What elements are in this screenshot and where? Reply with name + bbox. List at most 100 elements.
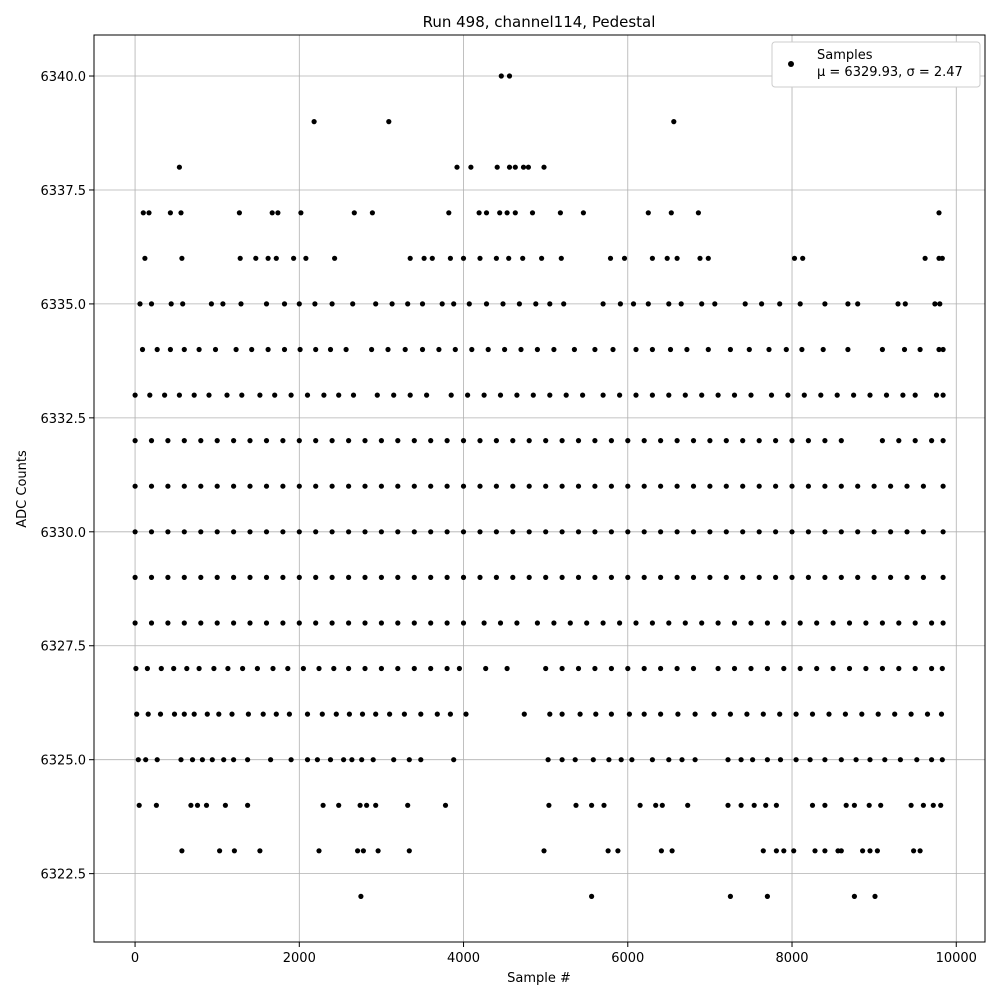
- data-point: [892, 711, 898, 717]
- data-point: [674, 438, 680, 444]
- data-point: [559, 483, 565, 489]
- data-point: [204, 711, 210, 717]
- data-point: [329, 574, 335, 581]
- data-point: [626, 711, 633, 717]
- data-point: [196, 346, 202, 353]
- data-point: [707, 574, 713, 581]
- data-point: [144, 665, 150, 672]
- data-point: [374, 392, 380, 398]
- data-point: [939, 255, 945, 261]
- data-point: [715, 620, 721, 626]
- data-point: [378, 574, 384, 581]
- data-point: [148, 574, 155, 581]
- data-point: [600, 620, 606, 626]
- data-point: [512, 210, 518, 216]
- data-point: [448, 392, 454, 398]
- data-point: [727, 346, 734, 353]
- data-point: [902, 301, 908, 307]
- data-point: [830, 665, 836, 672]
- data-point: [879, 665, 886, 672]
- data-point: [428, 438, 434, 444]
- data-point: [333, 711, 339, 717]
- data-point: [773, 438, 779, 444]
- data-point: [641, 483, 647, 489]
- data-point: [188, 802, 194, 808]
- data-point: [373, 802, 379, 808]
- data-point: [288, 392, 294, 398]
- data-point: [625, 483, 631, 489]
- data-point: [483, 210, 490, 216]
- data-point: [444, 620, 450, 626]
- data-point: [463, 711, 469, 717]
- data-point: [797, 665, 803, 672]
- data-point: [649, 346, 656, 353]
- data-point: [521, 711, 527, 717]
- data-point: [793, 711, 799, 717]
- data-point: [512, 164, 518, 170]
- data-point: [617, 620, 623, 626]
- data-point: [263, 483, 270, 489]
- data-point: [908, 802, 914, 808]
- data-point: [346, 665, 352, 672]
- data-point: [766, 346, 772, 353]
- data-point: [822, 574, 828, 581]
- data-point: [280, 620, 286, 626]
- data-point: [447, 711, 453, 717]
- data-point: [843, 802, 849, 808]
- data-point: [238, 301, 244, 307]
- data-point: [336, 392, 342, 398]
- data-point: [879, 438, 886, 444]
- data-point: [214, 483, 220, 489]
- data-point: [336, 802, 342, 808]
- data-point: [940, 483, 946, 489]
- data-point: [912, 620, 918, 626]
- data-point: [845, 301, 851, 307]
- data-point: [139, 346, 146, 353]
- data-point: [557, 210, 564, 216]
- data-point: [520, 255, 526, 261]
- data-point: [358, 893, 364, 900]
- data-point: [343, 346, 349, 353]
- data-point: [789, 529, 795, 535]
- data-point: [214, 529, 220, 535]
- data-point: [589, 893, 595, 900]
- data-point: [809, 802, 816, 808]
- data-point: [822, 802, 828, 808]
- data-point: [855, 574, 861, 581]
- data-point: [378, 529, 384, 535]
- data-point: [332, 255, 338, 261]
- data-point: [526, 483, 532, 489]
- data-point: [254, 665, 260, 672]
- data-point: [286, 711, 292, 717]
- data-point: [329, 301, 335, 307]
- data-point: [911, 848, 917, 854]
- data-point: [690, 529, 697, 535]
- data-point: [288, 757, 294, 763]
- data-point: [920, 483, 927, 489]
- data-point: [526, 574, 532, 581]
- data-point: [296, 483, 302, 489]
- data-point: [679, 757, 685, 763]
- data-point: [165, 438, 171, 444]
- data-point: [572, 757, 578, 763]
- data-point: [311, 119, 317, 125]
- data-point: [231, 483, 237, 489]
- data-point: [789, 574, 795, 581]
- data-point: [800, 255, 806, 261]
- data-point: [494, 164, 500, 170]
- data-point: [406, 757, 412, 763]
- data-point: [764, 757, 771, 763]
- data-point: [818, 392, 824, 398]
- data-point: [575, 438, 582, 444]
- data-point: [171, 665, 177, 672]
- data-point: [529, 210, 536, 216]
- data-point: [559, 574, 565, 581]
- data-point: [341, 757, 347, 763]
- data-point: [738, 802, 744, 808]
- data-point: [321, 392, 327, 398]
- data-point: [350, 301, 356, 307]
- data-point: [763, 802, 769, 808]
- data-point: [167, 210, 173, 216]
- data-point: [247, 529, 253, 535]
